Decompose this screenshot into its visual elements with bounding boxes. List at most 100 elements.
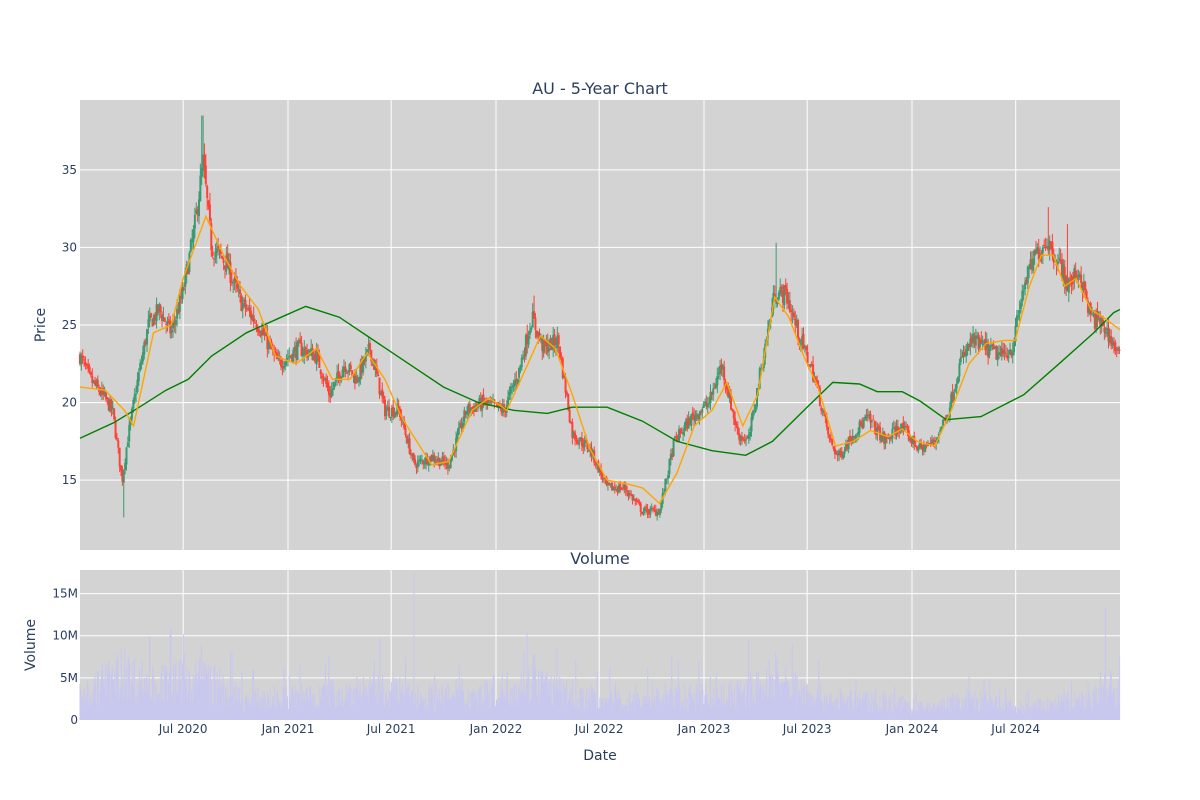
volume-bar: [317, 703, 319, 720]
volume-bar: [929, 710, 931, 720]
candle-body: [652, 507, 655, 510]
volume-bar: [1104, 672, 1106, 720]
candle-body: [405, 436, 408, 444]
candle-body: [196, 209, 199, 215]
volume-bar: [557, 688, 559, 720]
volume-bar: [460, 688, 462, 720]
volume-bar: [1100, 687, 1102, 720]
volume-bar: [550, 676, 552, 720]
volume-bar: [114, 669, 116, 720]
volume-bar: [181, 704, 183, 720]
candle-body: [981, 343, 984, 346]
candle-body: [1084, 282, 1087, 291]
volume-bar: [571, 704, 573, 720]
volume-bar: [472, 689, 474, 720]
volume-bar: [770, 674, 772, 720]
volume-bar: [738, 686, 740, 720]
volume-bar: [345, 684, 347, 720]
volume-bar: [780, 695, 782, 720]
candle-body: [319, 369, 322, 375]
candle-body: [88, 366, 91, 372]
volume-bar: [186, 700, 189, 720]
volume-bar: [660, 698, 662, 720]
volume-bar: [390, 691, 392, 720]
volume-bar: [264, 697, 266, 720]
candle-body: [1115, 349, 1118, 351]
candle-body: [864, 416, 867, 420]
candle-body: [623, 484, 626, 489]
volume-bar: [97, 670, 99, 720]
candle-body: [545, 342, 548, 347]
volume-bar: [507, 693, 509, 720]
candle-body: [263, 333, 266, 336]
volume-bar: [949, 698, 951, 720]
volume-bar: [985, 689, 987, 720]
candle-body: [1097, 317, 1100, 320]
volume-bar: [195, 662, 197, 720]
volume-bar-series: [79, 574, 1121, 720]
candle-body: [1051, 241, 1054, 255]
candle-body: [366, 349, 369, 354]
volume-bar: [143, 695, 145, 720]
candle-body: [552, 335, 555, 349]
candle-body: [564, 376, 567, 393]
volume-bar: [741, 700, 743, 720]
volume-bar: [734, 710, 736, 720]
candle-body: [684, 420, 687, 426]
volume-bar: [778, 682, 780, 720]
candle-body: [792, 312, 795, 318]
volume-bar: [586, 709, 588, 720]
volume-bar: [448, 700, 450, 720]
volume-bar: [362, 677, 365, 720]
volume-bar: [407, 684, 409, 720]
volume-bar: [1004, 687, 1007, 720]
volume-bar: [480, 685, 482, 720]
candle-body: [177, 310, 180, 314]
volume-bar: [605, 700, 607, 720]
volume-bar: [990, 696, 992, 720]
candle-body: [1078, 274, 1081, 278]
candle-body: [874, 427, 877, 436]
candle-body: [1004, 353, 1007, 355]
volume-bar: [541, 674, 543, 720]
volume-bar: [1078, 693, 1080, 720]
volume-bar: [505, 696, 507, 720]
candle-body: [557, 335, 560, 345]
volume-bar: [902, 695, 904, 720]
volume-bar: [275, 705, 277, 720]
candle-body: [1040, 253, 1043, 255]
candle-body: [99, 392, 102, 396]
volume-bar: [177, 677, 179, 720]
volume-bar: [833, 702, 835, 720]
candle-body: [1110, 336, 1113, 344]
volume-bar: [673, 697, 675, 720]
candle-body: [408, 438, 411, 454]
volume-bar: [171, 694, 173, 720]
volume-bar: [159, 701, 161, 720]
candle-body: [669, 453, 672, 460]
volume-bar: [855, 679, 857, 720]
volume-bar: [846, 701, 848, 720]
volume-bar: [96, 705, 98, 720]
candle-body: [139, 363, 142, 371]
candle-body: [719, 365, 722, 374]
candle-body: [630, 493, 633, 496]
volume-bar: [766, 698, 769, 720]
candle-body: [642, 511, 645, 514]
volume-bar: [243, 712, 245, 720]
volume-bar: [601, 698, 603, 720]
volume-bar: [292, 693, 294, 720]
volume-bar: [572, 702, 574, 720]
volume-bar: [1036, 709, 1038, 720]
volume-bar: [1013, 710, 1015, 720]
volume-bar: [121, 685, 123, 720]
candle-body: [192, 228, 195, 242]
volume-bar: [871, 712, 874, 720]
candlestick-series: [79, 115, 1121, 521]
candle-body: [888, 437, 891, 440]
volume-bar: [380, 686, 382, 720]
volume-bar: [190, 702, 192, 720]
volume-bar: [995, 697, 997, 720]
volume-bar: [83, 688, 85, 720]
candle-body: [92, 380, 95, 382]
